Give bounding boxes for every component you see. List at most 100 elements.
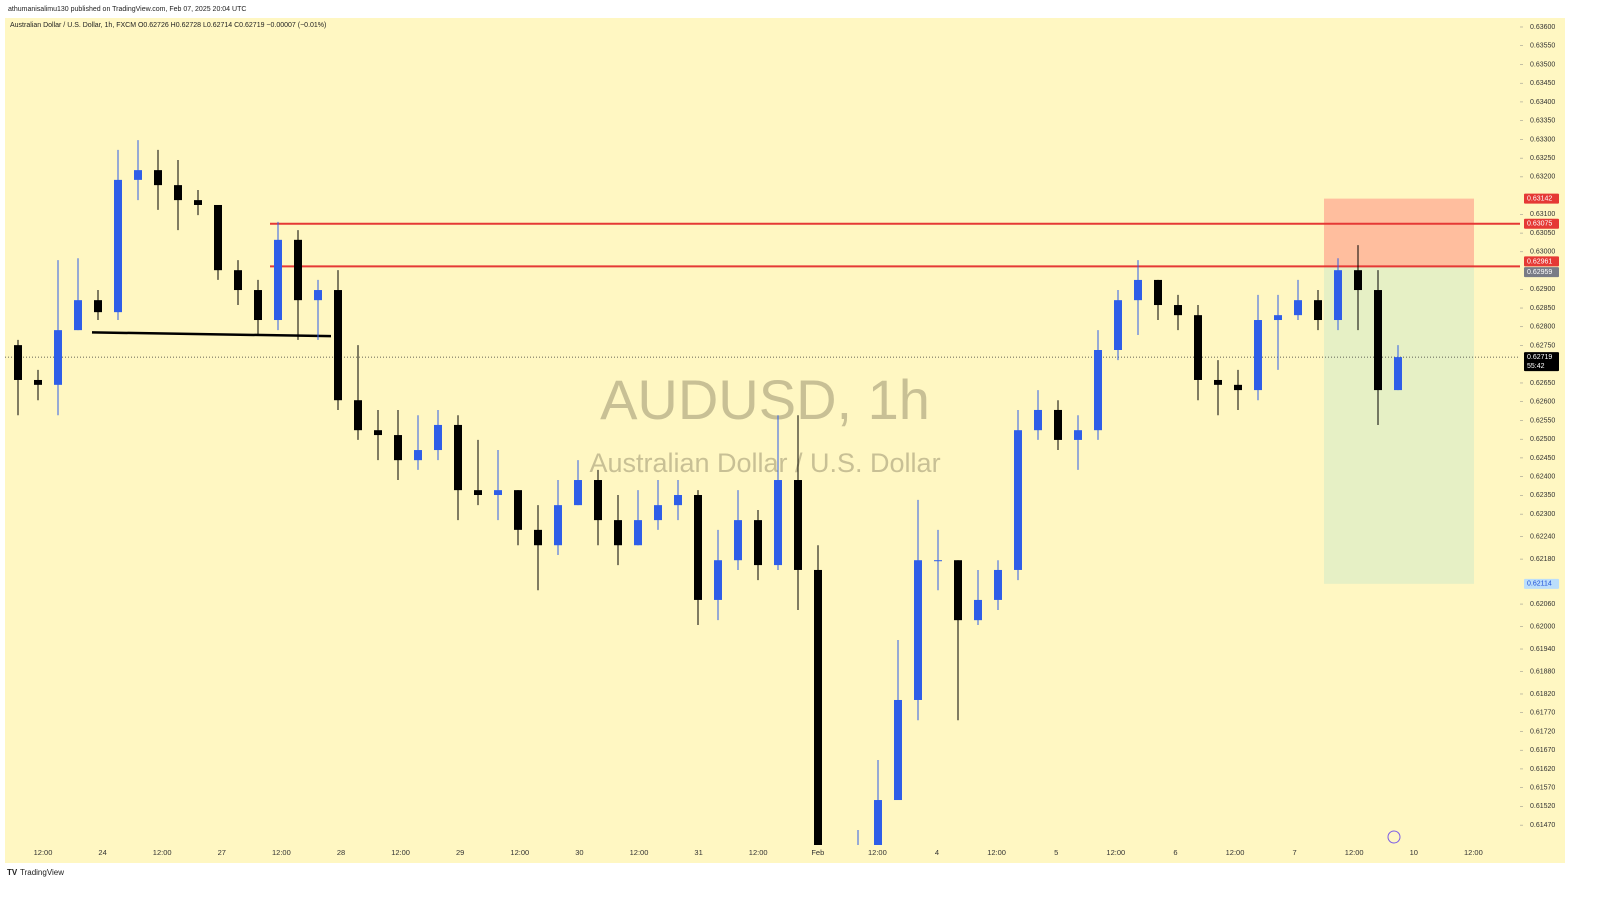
reward-zone [1324, 267, 1474, 584]
x-tick-label: 27 [218, 848, 226, 857]
x-tick-label: 31 [694, 848, 702, 857]
candle-body [174, 185, 182, 201]
y-tick-label: 0.63250 [1530, 155, 1555, 162]
lightning-icon[interactable] [1387, 830, 1401, 844]
candle-body [1314, 300, 1322, 321]
y-tick-label: 0.62550 [1530, 417, 1555, 424]
y-tick-label: 0.63050 [1530, 230, 1555, 237]
candle-body [514, 490, 522, 530]
candle-body [794, 480, 802, 570]
y-tick-label: 0.63550 [1530, 43, 1555, 50]
candle-body [1034, 409, 1042, 431]
x-tick-label: 12:00 [868, 848, 887, 857]
candle-body [414, 450, 422, 461]
candle-body [534, 529, 542, 546]
candle-body [994, 569, 1002, 600]
candle-body [874, 800, 882, 845]
y-tick-label: 0.62650 [1530, 380, 1555, 387]
legend: Australian Dollar / U.S. Dollar, 1h, FXC… [10, 22, 326, 29]
background [5, 18, 1565, 863]
x-tick-label: 12:00 [153, 848, 172, 857]
price-axis: 0.63600 0.63550 0.63500 0.63450 0.63400 0.633… [1520, 24, 1559, 829]
candle-body [1294, 300, 1302, 316]
candle-body [14, 345, 22, 380]
candle-body [274, 239, 282, 321]
x-tick-label: 12:00 [391, 848, 410, 857]
brand: TradingView [20, 868, 64, 877]
y-tick-label: 0.61670 [1530, 747, 1555, 754]
y-tick-label: 0.62300 [1530, 511, 1555, 518]
countdown: 55:42 [1527, 363, 1545, 370]
y-tick-label: 0.62750 [1530, 342, 1555, 349]
candle-body [774, 480, 782, 566]
price-label: 0.62114 [1527, 581, 1552, 588]
x-tick-label: 5 [1054, 848, 1058, 857]
candle-body [1394, 357, 1402, 391]
candle-body [1374, 290, 1382, 391]
y-tick-label: 0.61570 [1530, 785, 1555, 792]
candle-body [714, 560, 722, 600]
candle-body [1014, 430, 1022, 570]
x-tick-label: 12:00 [272, 848, 291, 857]
candle-body [814, 569, 822, 845]
y-tick-label: 0.62450 [1530, 455, 1555, 462]
y-tick-label: 0.61720 [1530, 728, 1555, 735]
candle-body [594, 480, 602, 521]
x-tick-label: 10 [1410, 848, 1418, 857]
candle-body [654, 505, 662, 521]
y-tick-label: 0.63600 [1530, 24, 1555, 31]
candle-body [614, 520, 622, 546]
candle-body [554, 505, 562, 546]
candle-body [1214, 379, 1222, 385]
y-tick-label: 0.62800 [1530, 324, 1555, 331]
y-tick-label: 0.62600 [1530, 399, 1555, 406]
brand-logo: TV [7, 868, 18, 877]
candle-body [54, 330, 62, 385]
candle-body [254, 290, 262, 321]
candle-body [294, 239, 302, 301]
candle-body [214, 204, 222, 271]
price-label: 0.63075 [1527, 221, 1552, 228]
x-tick-label: 12:00 [1345, 848, 1364, 857]
candle-body [134, 170, 142, 180]
risk-zone [1324, 198, 1474, 268]
candle-body [394, 435, 402, 461]
x-tick-label: 4 [935, 848, 939, 857]
y-tick-label: 0.63450 [1530, 80, 1555, 87]
y-tick-label: 0.62180 [1530, 556, 1555, 563]
plot [5, 140, 1520, 880]
y-tick-label: 0.62350 [1530, 492, 1555, 499]
candle-body [754, 520, 762, 566]
candle-body [1174, 305, 1182, 316]
price-label-box [1524, 218, 1559, 229]
published: athumanisalimu130 published on TradingVi… [8, 6, 246, 13]
y-tick-label: 0.61770 [1530, 710, 1555, 717]
candle-body [354, 400, 362, 431]
y-tick-label: 0.62060 [1530, 601, 1555, 608]
watermark-title: AUDUSD, 1h [600, 368, 930, 431]
candle-body [834, 870, 842, 880]
x-tick-label: 12:00 [1106, 848, 1125, 857]
x-tick-label: 12:00 [1464, 848, 1483, 857]
price-label-box [1524, 578, 1559, 589]
candle-body [1194, 315, 1202, 380]
x-tick-label: 12:00 [749, 848, 768, 857]
x-tick-label: 12:00 [510, 848, 529, 857]
y-tick-label: 0.61820 [1530, 691, 1555, 698]
candle-body [334, 290, 342, 401]
x-tick-label: Feb [811, 848, 824, 857]
trendline [91, 331, 332, 338]
y-tick-label: 0.63400 [1530, 99, 1555, 106]
candle-body [374, 430, 382, 436]
candle-body [1154, 279, 1162, 306]
watermark-subtitle: Australian Dollar / U.S. Dollar [589, 448, 940, 478]
price-label-box [1524, 193, 1559, 204]
candle-body [1134, 279, 1142, 301]
y-tick-label: 0.62500 [1530, 436, 1555, 443]
y-tick-label: 0.61520 [1530, 803, 1555, 810]
candle-body [934, 560, 942, 562]
price-label: 0.62961 [1527, 258, 1552, 265]
x-tick-label: 24 [98, 848, 106, 857]
candle-body [734, 520, 742, 561]
